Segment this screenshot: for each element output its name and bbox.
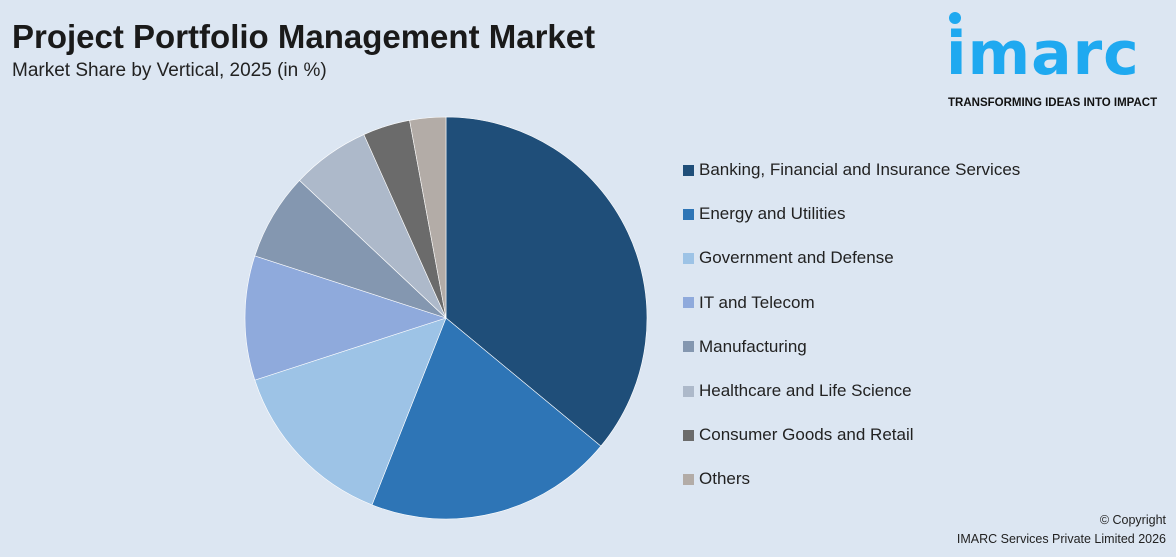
pie-slice-0 [445,116,648,447]
legend-swatch [683,297,694,309]
legend-label: Banking, Financial and Insurance Service… [699,160,1021,180]
legend-label: Manufacturing [699,336,807,356]
legend-label: Healthcare and Life Science [699,381,912,401]
legend-swatch [683,385,694,397]
logo-word: imarc [946,19,1140,89]
legend-swatch [683,252,694,264]
legend-item: Energy and Utilities [683,192,1020,236]
chart-subtitle: Market Share by Vertical, 2025 (in %) [12,60,327,81]
legend-label: Consumer Goods and Retail [699,425,914,445]
legend-item: Banking, Financial and Insurance Service… [683,148,1020,192]
copyright-line: © Copyright [1099,513,1166,527]
legend-label: IT and Telecom [699,292,815,312]
legend-item: Healthcare and Life Science [683,369,1020,413]
pie-slice-3 [244,255,447,381]
legend-swatch [683,473,694,485]
logo-dot-icon [949,12,961,24]
company-line: IMARC Services Private Limited 2026 [956,532,1166,546]
legend-item: Government and Defense [683,236,1020,280]
legend-swatch [683,341,694,353]
legend-item: IT and Telecom [683,281,1020,325]
legend-swatch [683,208,694,220]
legend-item: Consumer Goods and Retail [683,413,1020,457]
copyright: © Copyright IMARC Services Private Limit… [957,511,1166,549]
imarc-logo: imarc TRANSFORMING IDEAS INTO IMPACT [946,10,1170,110]
legend: Banking, Financial and Insurance Service… [683,148,1020,502]
legend-item: Manufacturing [683,325,1020,369]
legend-item: Others [683,457,1020,501]
legend-label: Others [699,469,751,489]
pie-slice-7 [409,116,447,319]
legend-label: Government and Defense [699,248,894,268]
legend-swatch [683,164,694,176]
legend-swatch [683,429,694,441]
chart-title: Project Portfolio Management Market [12,18,596,55]
legend-label: Energy and Utilities [699,204,846,224]
pie-slice-1 [371,317,602,520]
logo-tagline: TRANSFORMING IDEAS INTO IMPACT [948,97,1158,109]
